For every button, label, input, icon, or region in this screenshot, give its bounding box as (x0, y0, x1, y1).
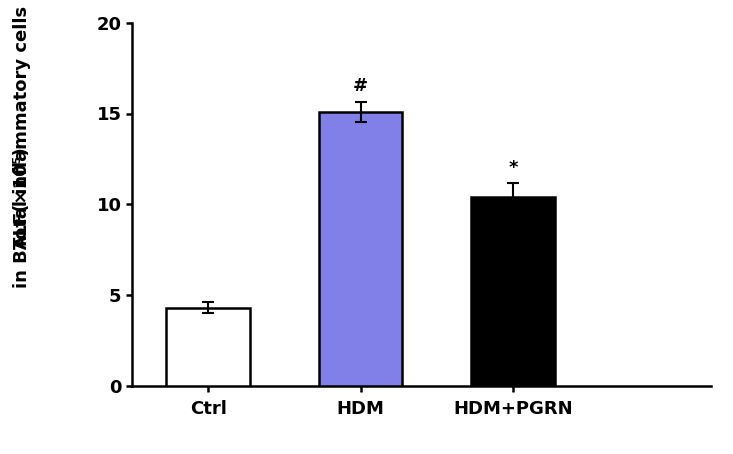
Bar (166, 308, 250, 386)
Text: in BALF(×10⁵): in BALF(×10⁵) (13, 148, 31, 288)
Text: *: * (508, 159, 517, 177)
Text: Total inflammatory cells: Total inflammatory cells (13, 5, 31, 249)
Text: #: # (353, 77, 368, 95)
Bar (471, 197, 555, 386)
Bar (319, 112, 402, 386)
